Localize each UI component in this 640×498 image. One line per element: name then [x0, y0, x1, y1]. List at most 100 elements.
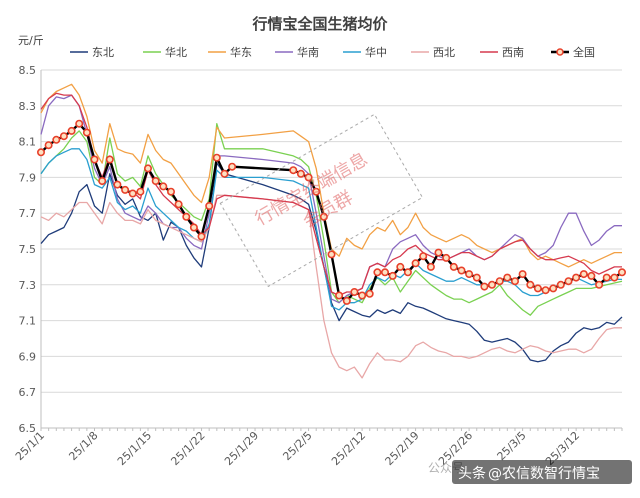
series-line-6 [40, 92, 622, 297]
data-point-national [59, 132, 68, 141]
chart-title: 行情宝全国生猪均价 [251, 15, 388, 33]
legend-label: 华南 [297, 45, 319, 59]
series-line-7 [40, 122, 623, 303]
data-point-national [403, 268, 412, 277]
data-point-national [465, 270, 474, 279]
data-point-national [503, 273, 512, 282]
y-unit-label: 元/斤 [18, 34, 44, 47]
data-point-national [174, 200, 183, 209]
y-tick-label: 7.7 [19, 207, 37, 220]
x-tick-label: 25/2/5 [280, 429, 314, 463]
data-point-national [380, 268, 389, 277]
data-point-national [518, 270, 527, 279]
legend-label: 西南 [502, 46, 524, 59]
data-point-national [449, 262, 458, 271]
legend-label: 华北 [165, 45, 187, 59]
data-point-national [44, 141, 53, 150]
data-point-national [373, 268, 382, 277]
data-point-national [457, 266, 466, 275]
data-point-national [556, 280, 565, 289]
data-point-national [289, 166, 298, 175]
x-tick-label: 25/1/15 [115, 429, 154, 468]
data-point-national [564, 277, 573, 286]
x-tick-label: 25/2/12 [329, 429, 368, 468]
data-point-national [587, 271, 596, 280]
credit-prefix: 头条 [458, 465, 486, 482]
y-tick-label: 6.9 [19, 350, 37, 363]
data-point-national [296, 169, 305, 178]
data-point-national [105, 155, 114, 164]
data-point-national [36, 148, 45, 157]
y-tick-label: 8.5 [19, 64, 37, 77]
x-tick-label: 25/1/29 [222, 429, 261, 468]
legend-marker [556, 48, 564, 56]
watermark-box [219, 113, 424, 288]
data-point-national [610, 273, 619, 282]
data-point-national [533, 284, 542, 293]
data-point-national [197, 232, 206, 241]
y-tick-label: 6.5 [19, 422, 37, 435]
data-point-national [128, 189, 137, 198]
series-line-4 [40, 148, 622, 311]
data-point-national [602, 273, 611, 282]
data-point-national [526, 280, 535, 289]
credit-backdrop [452, 460, 632, 484]
data-point-national [480, 282, 489, 291]
source-credit: 公众号 头条 @农信数智行情宝 [428, 460, 632, 484]
y-tick-label: 7.1 [19, 315, 37, 328]
series-lines [36, 83, 626, 379]
data-point-national [82, 128, 91, 137]
x-tick-label: 25/2/19 [383, 429, 422, 468]
data-point-national [144, 164, 153, 173]
data-point-national [304, 173, 313, 182]
data-point-national [151, 177, 160, 186]
data-point-national [595, 280, 604, 289]
data-point-national [159, 182, 168, 191]
data-point-national [52, 135, 61, 144]
x-tick-label: 25/1/8 [66, 429, 100, 463]
data-point-national [365, 289, 374, 298]
data-point-national [327, 250, 336, 259]
data-point-national [579, 270, 588, 279]
data-point-national [228, 162, 237, 171]
data-point-national [121, 185, 130, 194]
legend-label: 华中 [365, 45, 387, 59]
data-point-national [182, 212, 191, 221]
data-point-national [98, 177, 107, 186]
data-point-national [442, 253, 451, 262]
data-point-national [350, 287, 359, 296]
y-tick-label: 7.5 [19, 243, 37, 256]
data-point-national [419, 252, 428, 261]
series-line-5 [40, 194, 622, 379]
data-point-national [342, 296, 351, 305]
legend-label: 华东 [230, 45, 252, 59]
data-point-national [549, 284, 558, 293]
data-point-national [113, 180, 122, 189]
x-tick-label: 25/1/22 [168, 429, 207, 468]
y-tick-label: 8.3 [19, 100, 37, 113]
data-point-national [167, 187, 176, 196]
data-point-national [189, 223, 198, 232]
data-point-national [358, 291, 367, 300]
data-point-national [312, 187, 321, 196]
legend-label: 全国 [573, 45, 595, 59]
y-tick-label: 8.1 [19, 136, 37, 149]
y-axis-ticks: 6.5 6.7 6.9 7.1 7.3 7.5 7.7 7.9 8.1 8.3 8.5 [19, 64, 37, 435]
data-point-national [75, 119, 84, 128]
data-point-national [388, 271, 397, 280]
data-point-national [396, 262, 405, 271]
legend-label: 东北 [92, 46, 114, 59]
data-point-national [319, 212, 328, 221]
y-tick-label: 6.7 [19, 386, 37, 399]
data-point-national [90, 155, 99, 164]
data-point-national [205, 202, 214, 211]
data-point-national [472, 273, 481, 282]
legend: 东北 华北 华东 华南 华中 西北 西南 全国 [70, 45, 595, 59]
series-line-2 [40, 83, 622, 268]
data-point-national [136, 187, 145, 196]
legend-label: 西北 [433, 46, 455, 59]
data-point-national [487, 280, 496, 289]
data-point-national [67, 126, 76, 135]
data-point-national [220, 169, 229, 178]
